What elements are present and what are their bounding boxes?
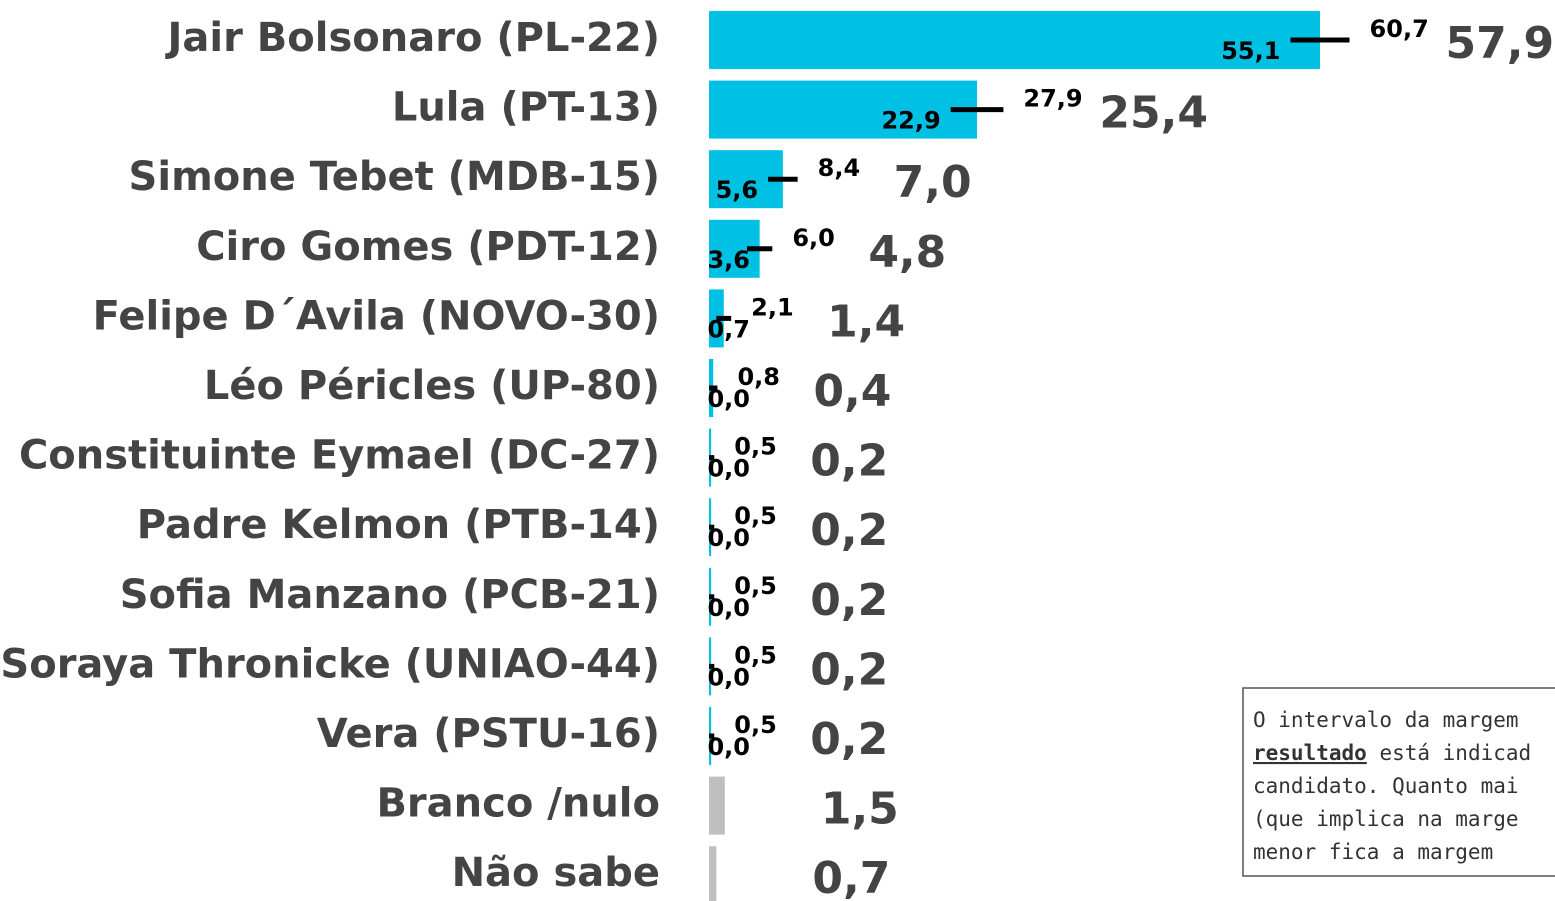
category-label: Vera (PSTU-16) <box>317 711 660 757</box>
note-text: menor fica a margem <box>1253 840 1493 864</box>
category-label: Felipe D´Avila (NOVO-30) <box>93 293 660 339</box>
note-text: resultado <box>1253 741 1367 765</box>
value-label: 0,2 <box>810 505 888 556</box>
value-label: 57,9 <box>1446 18 1555 69</box>
lower-label: 0,0 <box>707 455 750 483</box>
upper-label: 60,7 <box>1370 15 1429 43</box>
category-label: Constituinte Eymael (DC-27) <box>19 433 660 479</box>
lower-label: 0,7 <box>707 315 750 343</box>
value-label: 0,4 <box>813 366 891 417</box>
category-label: Lula (PT-13) <box>392 85 660 131</box>
upper-label: 8,4 <box>818 154 861 182</box>
bar <box>709 80 978 139</box>
category-label: Sofia Manzano (PCB-21) <box>120 572 660 618</box>
category-label: Simone Tebet (MDB-15) <box>129 154 660 200</box>
category-label: Não sabe <box>452 850 660 896</box>
value-label: 1,5 <box>821 784 899 835</box>
category-label: Padre Kelmon (PTB-14) <box>137 502 660 548</box>
lower-label: 0,0 <box>707 385 750 413</box>
note-text: (que implica na marge <box>1253 807 1519 831</box>
note-line: candidato. Quanto mai <box>1253 774 1519 798</box>
bar <box>709 776 725 835</box>
bar <box>709 289 724 348</box>
note-box: O intervalo da margem resultado está indi… <box>1242 687 1555 877</box>
category-label: Ciro Gomes (PDT-12) <box>196 224 660 270</box>
lower-label: 0,0 <box>707 663 750 691</box>
note-line: O intervalo da margem <box>1253 708 1519 732</box>
lower-label: 0,0 <box>707 594 750 622</box>
value-label: 0,2 <box>810 575 888 626</box>
lower-label: 5,6 <box>716 176 759 204</box>
upper-label: 0,5 <box>734 572 777 600</box>
upper-label: 6,0 <box>792 224 835 252</box>
note-line: resultado está indicad <box>1253 741 1531 765</box>
note-text: O intervalo da margem <box>1253 708 1519 732</box>
note-line: menor fica a margem <box>1253 840 1493 864</box>
lower-label: 0,0 <box>707 524 750 552</box>
lower-label: 0,0 <box>707 733 750 761</box>
upper-label: 0,5 <box>734 502 777 530</box>
note-line: (que implica na marge <box>1253 807 1519 831</box>
category-label: Jair Bolsonaro (PL-22) <box>165 15 660 61</box>
lower-label: 22,9 <box>881 107 940 135</box>
upper-label: 2,1 <box>751 293 794 321</box>
note-text: está indicad <box>1367 741 1531 765</box>
category-label: Branco /nulo <box>376 781 660 827</box>
bar <box>709 846 717 901</box>
value-label: 1,4 <box>827 296 905 347</box>
value-label: 0,2 <box>810 436 888 487</box>
value-label: 0,2 <box>810 714 888 765</box>
category-label: Léo Péricles (UP-80) <box>204 363 660 409</box>
value-label: 25,4 <box>1099 88 1208 139</box>
upper-label: 27,9 <box>1023 85 1082 113</box>
value-label: 4,8 <box>868 227 946 278</box>
value-label: 0,7 <box>812 853 890 901</box>
upper-label: 0,8 <box>737 363 780 391</box>
upper-label: 0,5 <box>734 711 777 739</box>
note-frame <box>1242 687 1555 877</box>
lower-label: 3,6 <box>707 246 750 274</box>
bar <box>709 11 1320 69</box>
lower-label: 55,1 <box>1221 37 1280 65</box>
value-label: 7,0 <box>894 157 972 208</box>
upper-label: 0,5 <box>734 641 777 669</box>
upper-label: 0,5 <box>734 433 777 461</box>
note-text: candidato. Quanto mai <box>1253 774 1519 798</box>
category-label: Soraya Thronicke (UNIAO-44) <box>0 641 660 687</box>
value-label: 0,2 <box>810 644 888 695</box>
